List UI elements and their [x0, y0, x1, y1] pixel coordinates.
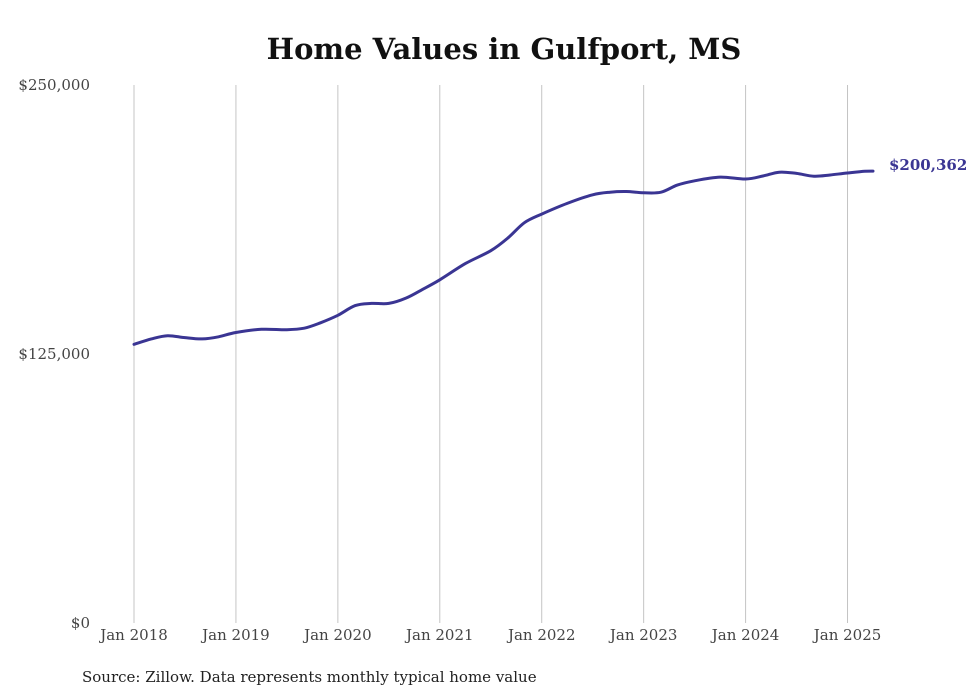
source-note: Source: Zillow. Data represents monthly … [82, 668, 537, 686]
x-axis: Jan 2018 Jan 2019 Jan 2020 Jan 2021 Jan 2022… [98, 626, 881, 644]
y-tick-label: $125,000 [18, 345, 90, 363]
y-tick-label: $250,000 [18, 76, 90, 94]
chart-title: Home Values in Gulfport, MS [267, 32, 742, 66]
y-axis: $0 $125,000 $250,000 [18, 76, 90, 632]
series-line [132, 169, 875, 346]
grid-lines [133, 85, 849, 623]
x-tick-label: Jan 2023 [608, 626, 678, 644]
x-tick-label: Jan 2022 [506, 626, 576, 644]
x-tick-label: Jan 2020 [302, 626, 372, 644]
x-tick-label: Jan 2019 [200, 626, 270, 644]
x-tick-label: Jan 2025 [812, 626, 882, 644]
x-tick-label: Jan 2024 [710, 626, 780, 644]
y-tick-label: $0 [71, 614, 90, 632]
x-tick-label: Jan 2018 [98, 626, 168, 644]
x-tick-label: Jan 2021 [404, 626, 474, 644]
end-value-label: $200,362 [889, 156, 967, 174]
